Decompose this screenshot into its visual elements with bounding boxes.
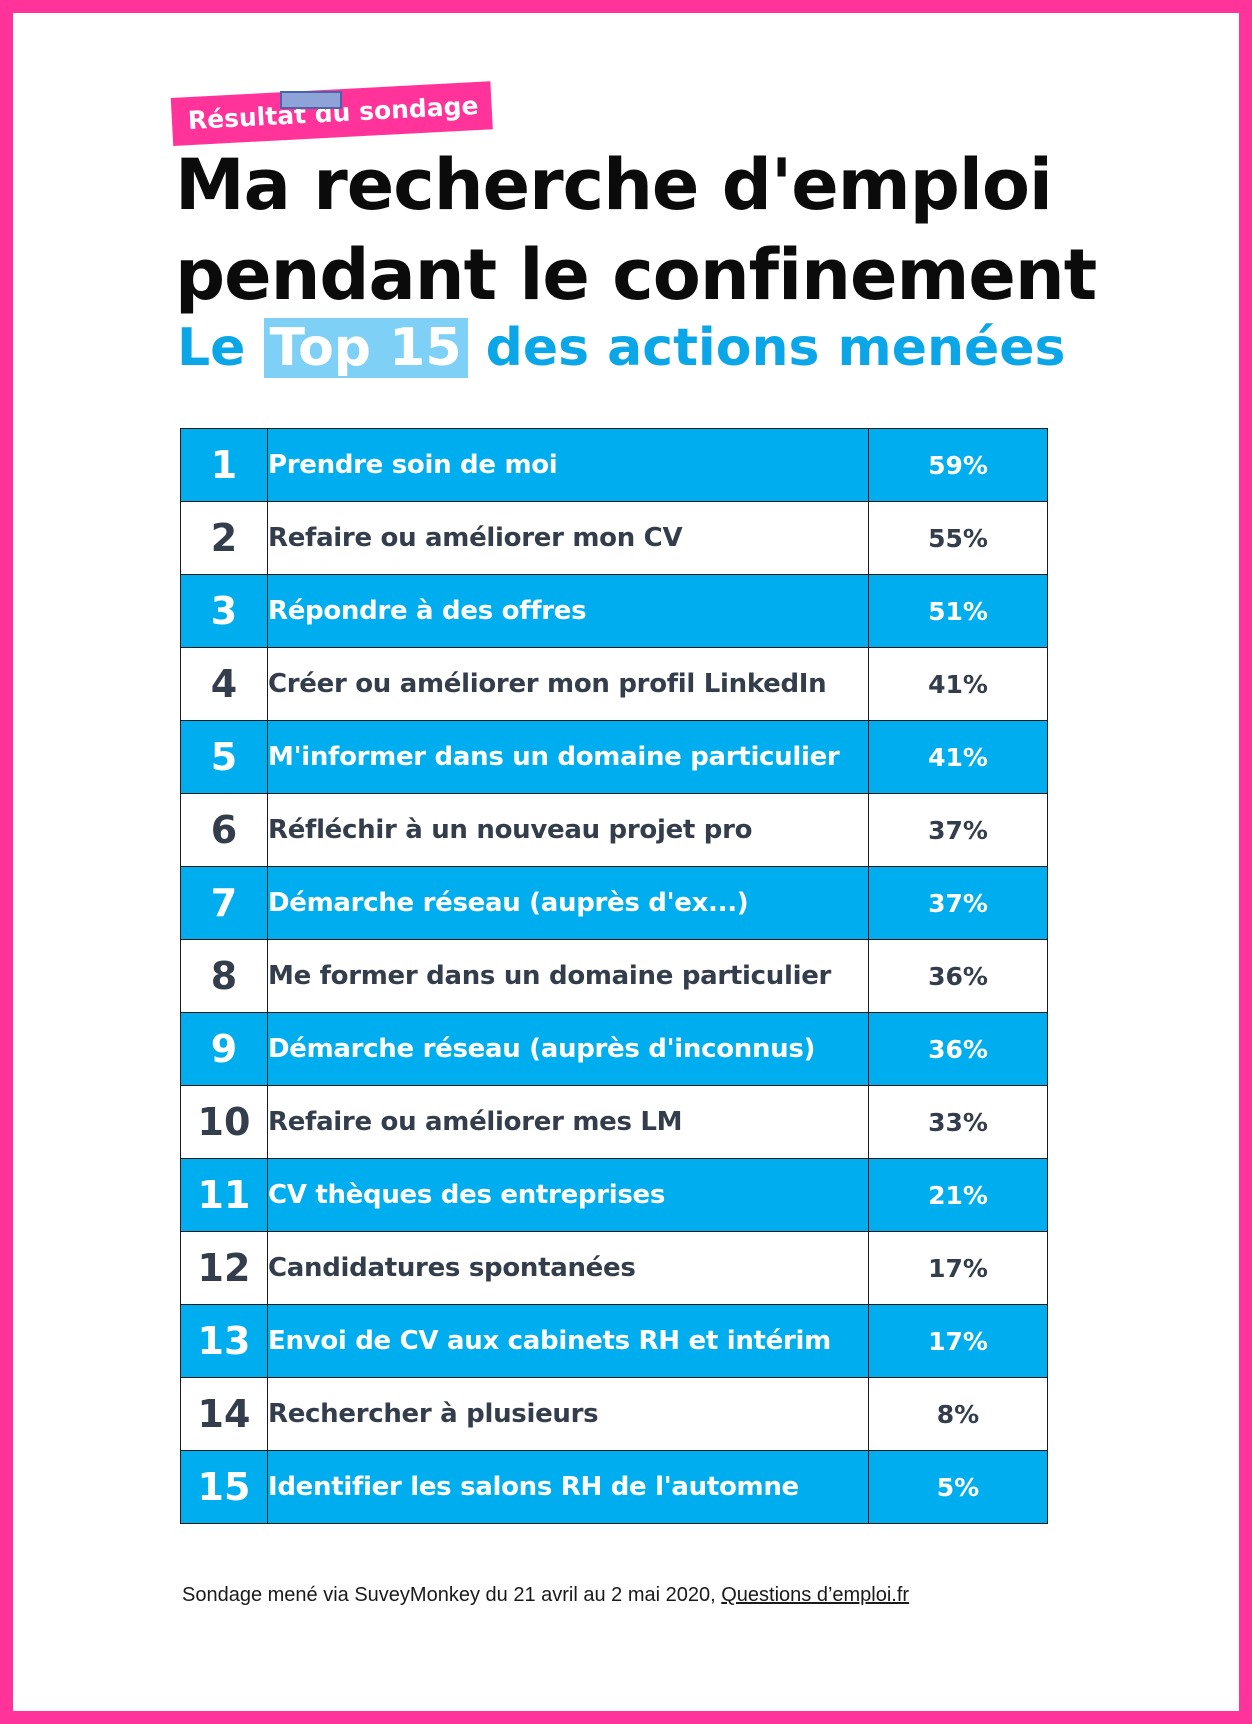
- rank-number: 1: [180, 428, 268, 502]
- action-percent: 36%: [868, 939, 1048, 1013]
- action-label: Candidatures spontanées: [267, 1231, 869, 1305]
- subtitle-suffix: des actions menées: [485, 318, 1066, 378]
- rank-number: 10: [180, 1085, 268, 1159]
- action-percent: 17%: [868, 1231, 1048, 1305]
- action-label: Identifier les salons RH de l'automne: [267, 1450, 869, 1524]
- action-label: CV thèques des entreprises: [267, 1158, 869, 1232]
- table-row: 11 CV thèques des entreprises 21%: [180, 1158, 1048, 1232]
- subtitle-highlight: Top 15: [263, 318, 468, 378]
- action-percent: 59%: [868, 428, 1048, 502]
- action-label: Répondre à des offres: [267, 574, 869, 648]
- table-row: 7 Démarche réseau (auprès d'ex...) 37%: [180, 866, 1048, 940]
- action-label: Démarche réseau (auprès d'ex...): [267, 866, 869, 940]
- action-percent: 17%: [868, 1304, 1048, 1378]
- footer-source: Sondage mené via SuveyMonkey du 21 avril…: [182, 1584, 909, 1607]
- table-row: 6 Réfléchir à un nouveau projet pro 37%: [180, 793, 1048, 867]
- rank-number: 8: [180, 939, 268, 1013]
- table-row: 13 Envoi de CV aux cabinets RH et intérim…: [180, 1304, 1048, 1378]
- rank-number: 11: [180, 1158, 268, 1232]
- action-percent: 21%: [868, 1158, 1048, 1232]
- action-percent: 5%: [868, 1450, 1048, 1524]
- footer-link[interactable]: Questions d’emploi.fr: [721, 1584, 910, 1606]
- table-row: 8 Me former dans un domaine particulier 36…: [180, 939, 1048, 1013]
- page-title: Ma recherche d'emploi pendant le confine…: [175, 140, 1175, 320]
- footer-text: Sondage mené via SuveyMonkey du 21 avril…: [182, 1584, 722, 1606]
- table-row: 14 Rechercher à plusieurs 8%: [180, 1377, 1048, 1451]
- action-percent: 33%: [868, 1085, 1048, 1159]
- action-percent: 8%: [868, 1377, 1048, 1451]
- rank-number: 6: [180, 793, 268, 867]
- page-subtitle: Le Top 15 des actions menées: [177, 313, 1066, 383]
- rank-number: 14: [180, 1377, 268, 1451]
- rank-number: 2: [180, 501, 268, 575]
- action-percent: 36%: [868, 1012, 1048, 1086]
- table-row: 9 Démarche réseau (auprès d'inconnus) 36%: [180, 1012, 1048, 1086]
- action-percent: 41%: [868, 647, 1048, 721]
- action-label: Réfléchir à un nouveau projet pro: [267, 793, 869, 867]
- rank-number: 3: [180, 574, 268, 648]
- action-percent: 41%: [868, 720, 1048, 794]
- rank-number: 12: [180, 1231, 268, 1305]
- action-label: Envoi de CV aux cabinets RH et intérim: [267, 1304, 869, 1378]
- action-label: Refaire ou améliorer mes LM: [267, 1085, 869, 1159]
- action-percent: 37%: [868, 793, 1048, 867]
- rank-number: 9: [180, 1012, 268, 1086]
- rank-number: 4: [180, 647, 268, 721]
- rank-number: 13: [180, 1304, 268, 1378]
- action-label: M'informer dans un domaine particulier: [267, 720, 869, 794]
- table-row: 2 Refaire ou améliorer mon CV 55%: [180, 501, 1048, 575]
- action-label: Rechercher à plusieurs: [267, 1377, 869, 1451]
- table-row: 1 Prendre soin de moi 59%: [180, 428, 1048, 502]
- action-percent: 55%: [868, 501, 1048, 575]
- action-percent: 51%: [868, 574, 1048, 648]
- action-label: Refaire ou améliorer mon CV: [267, 501, 869, 575]
- rank-number: 15: [180, 1450, 268, 1524]
- ranking-table-body: 1 Prendre soin de moi 59% 2 Refaire ou améli…: [180, 428, 1048, 1524]
- ranking-table: 1 Prendre soin de moi 59% 2 Refaire ou améli…: [180, 428, 1048, 1524]
- rank-number: 5: [180, 720, 268, 794]
- action-label: Me former dans un domaine particulier: [267, 939, 869, 1013]
- subtitle-prefix: Le: [177, 318, 246, 378]
- action-percent: 37%: [868, 866, 1048, 940]
- table-row: 4 Créer ou améliorer mon profil LinkedIn 4…: [180, 647, 1048, 721]
- table-row: 5 M'informer dans un domaine particulier 4…: [180, 720, 1048, 794]
- table-row: 12 Candidatures spontanées 17%: [180, 1231, 1048, 1305]
- tape-decoration: [280, 91, 342, 109]
- rank-number: 7: [180, 866, 268, 940]
- action-label: Créer ou améliorer mon profil LinkedIn: [267, 647, 869, 721]
- action-label: Prendre soin de moi: [267, 428, 869, 502]
- title-line-1: Ma recherche d'emploi: [175, 144, 1053, 226]
- table-row: 10 Refaire ou améliorer mes LM 33%: [180, 1085, 1048, 1159]
- action-label: Démarche réseau (auprès d'inconnus): [267, 1012, 869, 1086]
- table-row: 15 Identifier les salons RH de l'automne 5…: [180, 1450, 1048, 1524]
- title-line-2: pendant le confinement: [175, 234, 1097, 316]
- table-row: 3 Répondre à des offres 51%: [180, 574, 1048, 648]
